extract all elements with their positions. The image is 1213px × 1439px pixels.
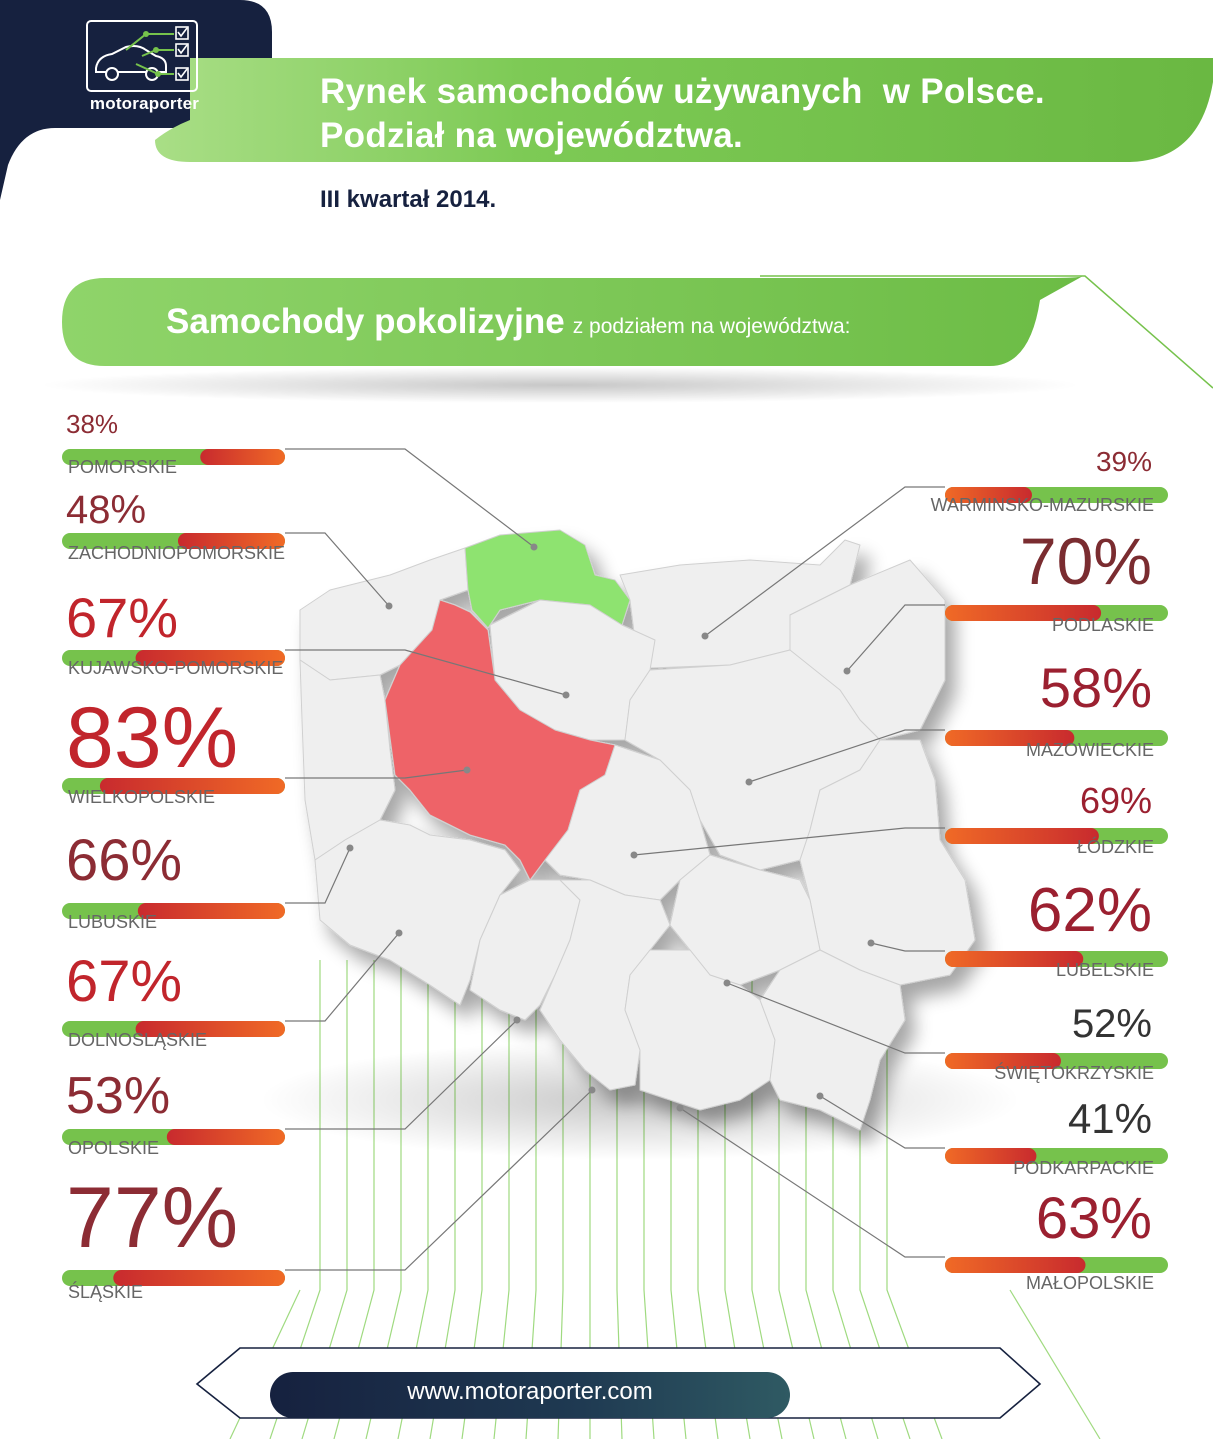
value-label: 67%	[66, 949, 183, 1014]
region-name: POMORSKIE	[68, 457, 178, 477]
value-label: 70%	[1019, 524, 1152, 598]
bar-value-mazowieckie	[945, 730, 1075, 746]
leader-line-śląskie	[285, 1089, 593, 1271]
leader-line-podkarpackie	[819, 1095, 945, 1149]
region-name: WIELKOPOLSKIE	[68, 787, 216, 807]
bar-value-wielkopolskie	[99, 778, 285, 794]
value-label: 62%	[1027, 876, 1152, 945]
bar-value-kujawsko-pomorskie	[135, 650, 285, 666]
region-marker-zachodniopomorskie	[385, 602, 393, 610]
leader-line-łódzkie	[633, 827, 945, 856]
page-title: Rynek samochodów używanych w Polsce. Pod…	[320, 70, 1045, 158]
leader-line-opolskie	[285, 1019, 518, 1130]
region-marker-dolnośląskie	[395, 929, 403, 937]
region-marker-świętokrzyskie	[723, 979, 731, 987]
region-marker-wielkopolskie	[463, 766, 471, 774]
leader-line-zachodniopomorskie	[285, 532, 390, 607]
region-name: ŚWIĘTOKRZYSKIE	[994, 1063, 1154, 1083]
leader-line-dolnośląskie	[285, 932, 400, 1022]
page-title-line2: Podział na województwa.	[320, 116, 744, 155]
region-marker-mazowieckie	[745, 778, 753, 786]
region-name: ŚLĄSKIE	[68, 1282, 144, 1302]
region-marker-warmińsko-mazurskie	[701, 632, 709, 640]
leader-line-wielkopolskie	[285, 769, 468, 779]
bar-value-pomorskie	[200, 449, 285, 465]
value-label: 53%	[66, 1067, 171, 1125]
bar-value-dolnośląskie	[135, 1021, 285, 1037]
bar-value-lubuskie	[137, 903, 285, 919]
leader-line-lubuskie	[285, 847, 351, 904]
value-label: 83%	[66, 690, 239, 786]
region-marker-łódzkie	[630, 851, 638, 859]
bar-value-podlaskie	[945, 605, 1102, 621]
region-name: DOLNOSLĄSKIE	[68, 1030, 208, 1050]
region-marker-małopolskie	[676, 1104, 684, 1112]
bar-value-zachodniopomorskie	[177, 533, 285, 549]
region-name: LUBUSKIE	[68, 912, 158, 932]
car-checklist-icon	[86, 20, 198, 92]
leader-line-podlaskie	[846, 604, 945, 672]
page-title-line1: Rynek samochodów używanych w Polsce.	[320, 72, 1045, 111]
leader-line-warmińsko-mazurskie	[704, 486, 945, 637]
leader-line-małopolskie	[679, 1107, 945, 1258]
value-label: 38%	[66, 409, 119, 439]
bar-value-lubelskie	[945, 951, 1084, 967]
region-name: KUJAWSKO-POMORSKIE	[68, 658, 284, 678]
region-name: ŁÓDZKIE	[1076, 837, 1154, 857]
leader-line-świętokrzyskie	[726, 982, 945, 1054]
bar-value-śląskie	[113, 1270, 285, 1286]
value-label: 52%	[1071, 1002, 1152, 1046]
region-name: MAŁOPOLSKIE	[1025, 1273, 1154, 1293]
region-marker-śląskie	[588, 1086, 596, 1094]
bar-value-małopolskie	[945, 1257, 1086, 1273]
bar-value-opolskie	[166, 1129, 285, 1145]
website-link[interactable]: www.motoraporter.com	[407, 1378, 653, 1405]
section-title-light: z podziałem na województwa:	[572, 315, 851, 338]
region-marker-podkarpackie	[816, 1092, 824, 1100]
value-label: 66%	[66, 828, 183, 893]
value-label: 48%	[66, 488, 147, 532]
region-marker-pomorskie	[530, 543, 538, 551]
leader-line-mazowieckie	[748, 729, 945, 783]
region-name: ZACHODNIOPOMORSKIE	[68, 543, 286, 563]
value-label: 41%	[1067, 1095, 1152, 1142]
value-label: 58%	[1039, 656, 1152, 719]
bar-value-warmińsko-mazurskie	[945, 487, 1032, 503]
bar-value-podkarpackie	[945, 1148, 1037, 1164]
section-title-bold: Samochody pokolizyjne	[166, 302, 565, 341]
value-label: 77%	[66, 1170, 239, 1266]
page-subtitle: III kwartał 2014.	[320, 186, 497, 213]
value-label: 39%	[1095, 446, 1152, 477]
bar-value-świętokrzyskie	[945, 1053, 1061, 1069]
region-name: PODKARPACKIE	[1013, 1158, 1154, 1178]
region-name: PODLASKIE	[1051, 615, 1154, 635]
brand-logo-text: motoraporter	[89, 94, 200, 113]
leader-line-lubelskie	[870, 942, 945, 952]
region-name: WARMINSKO-MAZURSKIE	[930, 495, 1154, 515]
region-name: OPOLSKIE	[68, 1138, 160, 1158]
value-label: 67%	[66, 586, 179, 649]
leader-line-pomorskie	[285, 448, 535, 548]
region-name: MAZOWIECKIE	[1025, 740, 1154, 760]
leader-line-kujawsko-pomorskie	[285, 649, 567, 696]
region-marker-lubuskie	[346, 844, 354, 852]
region-marker-podlaskie	[843, 667, 851, 675]
region-name: LUBELSKIE	[1055, 960, 1154, 980]
section-title: Samochody pokolizyjne z podziałem na woje…	[166, 302, 851, 342]
bar-value-łódzkie	[945, 828, 1099, 844]
region-marker-kujawsko-pomorskie	[562, 691, 570, 699]
value-label: 63%	[1035, 1186, 1152, 1251]
region-marker-opolskie	[513, 1016, 521, 1024]
value-label: 69%	[1079, 780, 1152, 821]
region-marker-lubelskie	[867, 939, 875, 947]
